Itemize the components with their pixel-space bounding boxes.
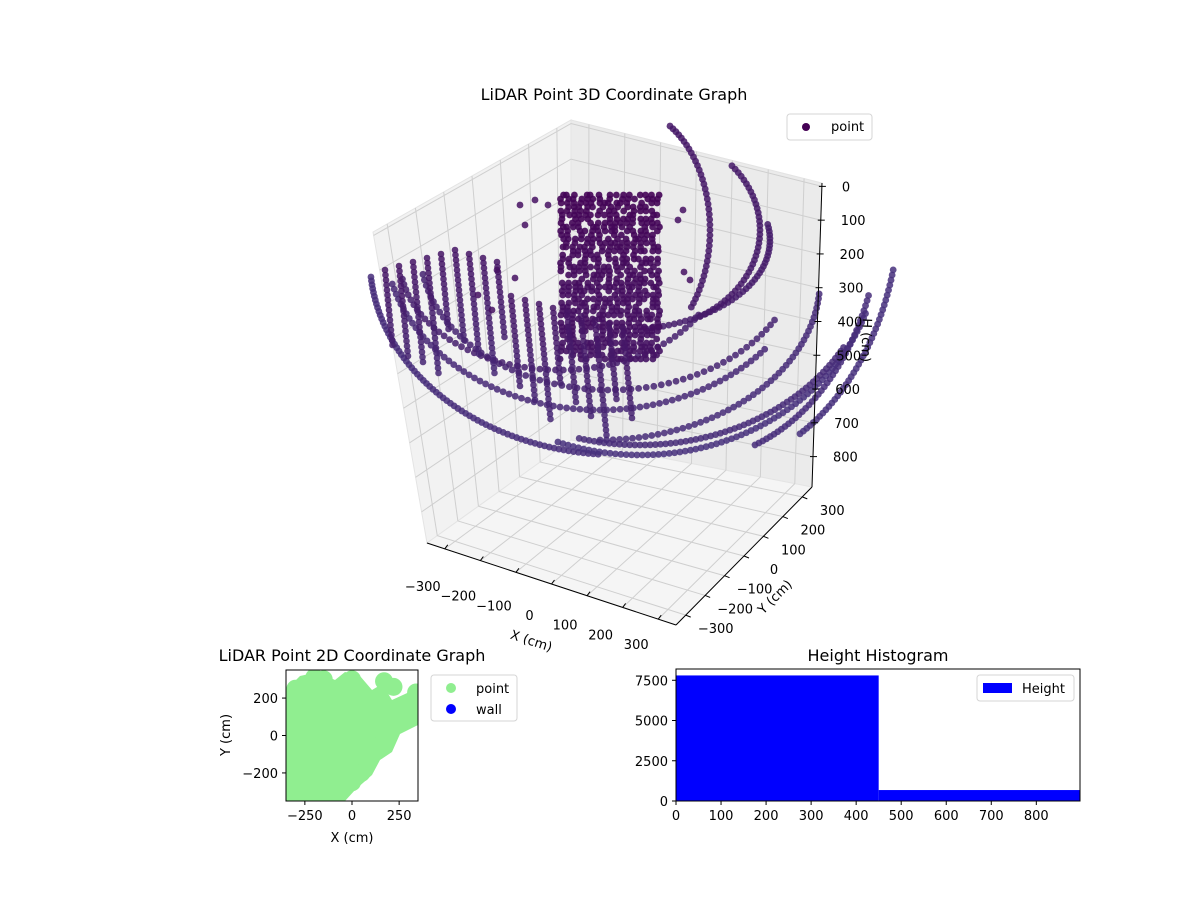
x-axis-label-3d: X (cm) [508,628,554,656]
plot-2d-title: LiDAR Point 2D Coordinate Graph [219,646,486,665]
x-tick-label: 300 [799,809,824,824]
x-tick-label: 600 [934,809,959,824]
y-tick-label: 2500 [635,755,668,770]
y-tick-label: 300 [820,504,845,519]
x-ticks-histogram: 0 100 200 300 400 500 600 700 800 [672,801,1049,824]
x-tick-label: 0 [525,609,533,624]
lidar-2d-plot: LiDAR Point 2D Coordinate Graph −250 0 250… [219,646,517,846]
legend-wall-marker-icon [446,704,456,714]
x-tick-label: 300 [624,638,649,653]
legend-2d: point wall [431,675,517,721]
y-tick-label: 0 [270,730,278,745]
x-tick-label: 100 [553,619,578,634]
y-ticks-histogram: 0 2500 5000 7500 [635,674,676,810]
x-tick-label: 800 [1024,809,1049,824]
height-histogram: Height Histogram 0 100 200 300 400 500 600 700 8… [635,646,1080,824]
x-tick-label: 200 [588,628,613,643]
legend-height-label: Height [1022,682,1065,697]
x-tick-label: 250 [387,809,412,824]
y-tick-label: 200 [253,692,278,707]
y-tick-label: 0 [660,795,668,810]
y-tick-label: 0 [770,563,778,578]
legend-point-marker-icon [446,683,456,693]
x-axis-label-2d: X (cm) [331,831,374,846]
figure-canvas: LiDAR Point 3D Coordinate Graph −300−200… [0,0,1200,900]
x-tick-label: 400 [844,809,869,824]
z-tick-label: 800 [833,451,858,466]
legend-point-marker-icon [802,123,810,131]
z-axis-label-3d: H (cm) [857,318,874,362]
x-tick-label: 0 [348,809,356,824]
z-tick-label: 0 [842,180,850,195]
y-tick-label: 100 [781,543,806,558]
y-tick-label: 7500 [635,674,668,689]
histogram-bar [879,790,1080,801]
x-tick-label: 0 [672,809,680,824]
x-tick-label: −100 [476,599,512,614]
legend-3d: point [787,114,872,140]
histogram-title: Height Histogram [808,646,949,665]
lidar-3d-plot: LiDAR Point 3D Coordinate Graph −300−200… [368,85,897,655]
y-tick-label: −200 [242,767,278,782]
z-tick-label: 100 [841,214,866,229]
z-tick-label: 700 [834,417,859,432]
z-tick-label: 300 [839,282,864,297]
y-tick-label: −300 [698,622,734,637]
plot-3d-title: LiDAR Point 3D Coordinate Graph [481,85,748,104]
legend-histogram: Height [977,675,1074,701]
y-axis-label-2d: Y (cm) [219,714,234,757]
z-tick-label: 600 [835,383,860,398]
x-tick-label: 700 [979,809,1004,824]
legend-wall-label: wall [476,703,502,718]
legend-point-label: point [831,120,864,135]
x-ticks-2d: −250 0 250 [287,801,412,824]
x-tick-label: 100 [709,809,734,824]
x-tick-label: −200 [440,590,476,605]
y-tick-label: 5000 [635,715,668,730]
y-tick-label: −200 [717,602,753,617]
x-tick-label: −250 [287,809,323,824]
z-tick-label: 200 [840,248,865,263]
point-cloud-2d [281,668,425,801]
y-ticks-2d: 200 0 −200 [242,692,286,782]
histogram-bar [676,675,879,801]
legend-point-label: point [476,682,509,697]
x-tick-label: −300 [405,580,441,595]
y-tick-label: 200 [800,524,825,539]
x-tick-label: 500 [889,809,914,824]
legend-height-swatch-icon [983,683,1012,693]
x-tick-label: 200 [754,809,779,824]
